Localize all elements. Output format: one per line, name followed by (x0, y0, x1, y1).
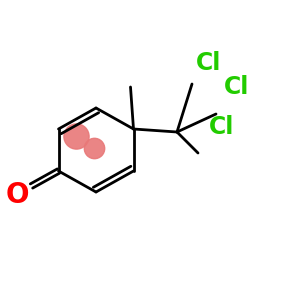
Circle shape (84, 138, 105, 159)
Text: Cl: Cl (209, 116, 235, 140)
Text: Cl: Cl (196, 51, 221, 75)
Circle shape (64, 124, 89, 149)
Text: O: O (6, 181, 29, 209)
Text: Cl: Cl (224, 75, 250, 99)
